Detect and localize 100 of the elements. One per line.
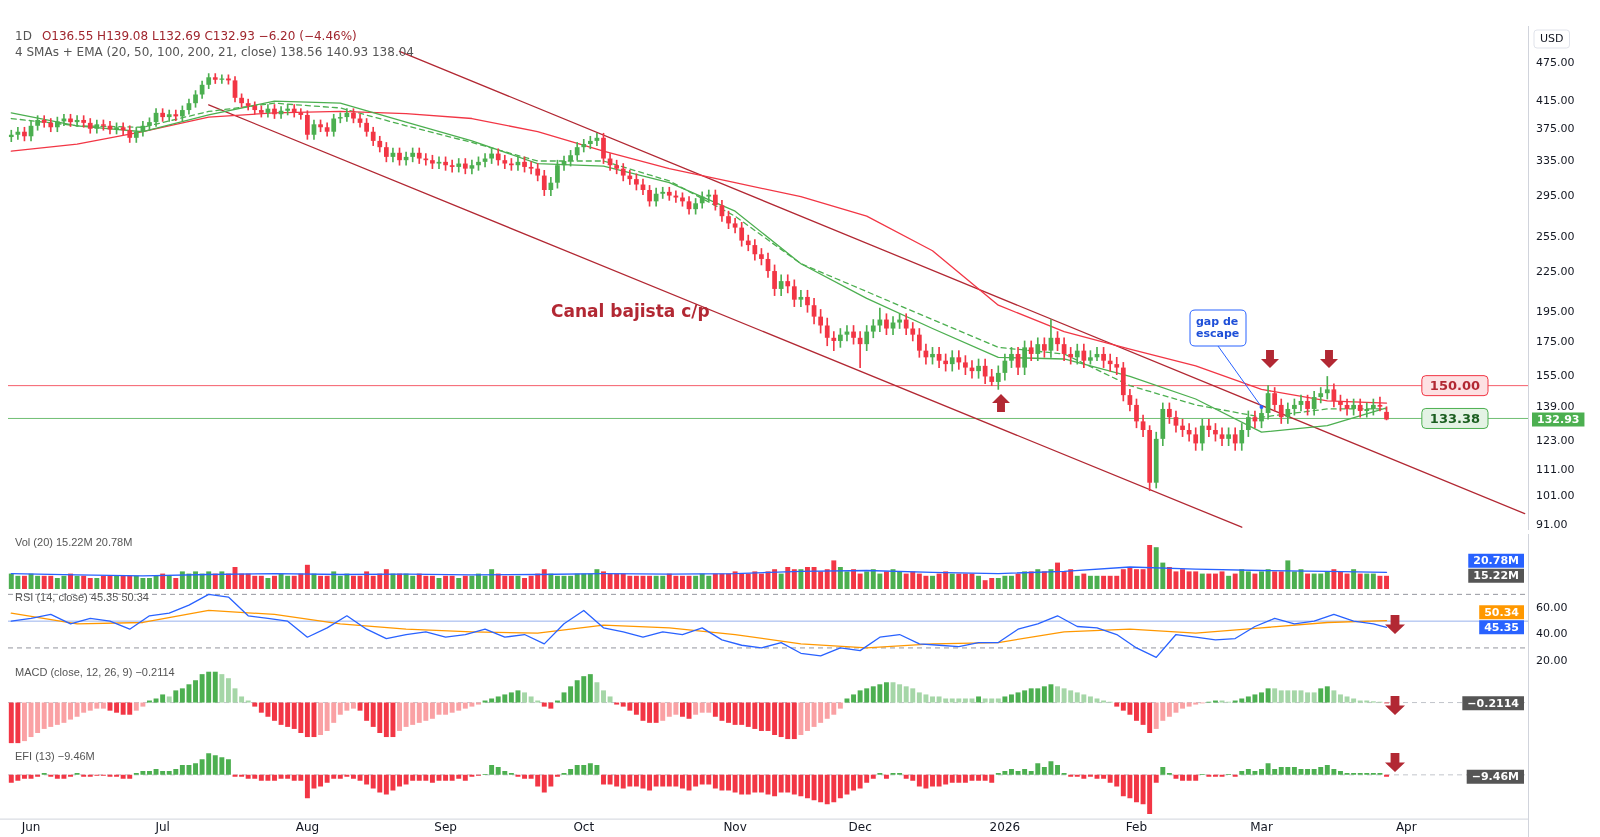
bar [930, 774, 935, 787]
bar [219, 674, 225, 703]
bar [791, 702, 797, 740]
bar [212, 573, 218, 589]
y-tick-label: 375.00 [1536, 122, 1575, 136]
bar [647, 702, 653, 723]
bar [245, 700, 251, 703]
bar [462, 575, 468, 589]
bar [883, 682, 889, 703]
bar [1265, 569, 1271, 589]
bar [686, 702, 692, 719]
bar [1226, 575, 1232, 589]
bar [147, 770, 152, 775]
bar [587, 674, 593, 703]
annotation: −0.2114 [1467, 696, 1520, 710]
bar [1384, 575, 1389, 589]
bar [1305, 768, 1311, 775]
bar [798, 569, 804, 589]
bar [883, 774, 889, 779]
bar [21, 702, 27, 742]
bar [318, 774, 324, 787]
y-tick-label: 155.00 [1536, 369, 1575, 383]
bar [193, 763, 198, 775]
chart-title: Vol (20) 15.22M 20.78M [15, 536, 133, 549]
bar [1291, 690, 1297, 703]
bar [995, 698, 1001, 703]
y-tick-label: 225.00 [1536, 265, 1575, 279]
bar [897, 571, 903, 589]
y-tick-label: 295.00 [1536, 189, 1575, 203]
bar [726, 774, 731, 791]
bar [1055, 686, 1060, 703]
bar [350, 774, 356, 779]
bar [851, 569, 857, 589]
y-tick-label: 111.00 [1536, 462, 1575, 476]
bar [851, 694, 857, 703]
bar [324, 575, 330, 589]
y-tick-label: 139.00 [1536, 399, 1575, 413]
bar [601, 690, 606, 703]
bar [601, 774, 606, 785]
ref-line-label: 150.00 [1429, 378, 1480, 394]
x-tick-label: Aug [295, 819, 320, 834]
bar [758, 573, 764, 589]
bar [805, 774, 810, 799]
bar [173, 578, 179, 589]
bar [272, 774, 277, 781]
bar [607, 696, 613, 703]
bar [726, 573, 731, 589]
y-tick-label: 60.00 [1536, 600, 1568, 614]
bar [837, 702, 843, 709]
bar [81, 575, 87, 589]
bar [304, 774, 310, 799]
bar [772, 774, 778, 797]
bar [541, 569, 547, 589]
bar [515, 575, 521, 589]
bar [522, 578, 527, 589]
bar [1180, 774, 1186, 781]
bar [805, 567, 810, 589]
bar [469, 575, 475, 589]
bar [1206, 573, 1212, 589]
bar [1134, 569, 1139, 589]
bar [166, 696, 172, 703]
bar [331, 571, 337, 589]
bar [153, 575, 159, 589]
bar [1101, 700, 1107, 703]
bar [147, 578, 152, 589]
annotation: Canal bajista c/p [551, 301, 710, 322]
bar [897, 684, 903, 703]
bar [522, 774, 527, 779]
bar [805, 702, 810, 731]
bar [1094, 698, 1100, 703]
bar [785, 567, 791, 589]
bar [74, 575, 80, 589]
bar [1180, 702, 1186, 709]
bar [1259, 571, 1264, 589]
bar [1074, 575, 1080, 589]
bar [1028, 571, 1034, 589]
y-tick-label: 175.00 [1536, 335, 1575, 349]
bar [1357, 573, 1363, 589]
bar [383, 569, 389, 589]
bar [258, 575, 264, 589]
chart-title: 1D [15, 29, 32, 44]
bar [350, 575, 356, 589]
bar [772, 569, 778, 589]
bar [1305, 692, 1311, 703]
bar [601, 571, 606, 589]
bar [686, 575, 692, 589]
bar [758, 774, 764, 793]
annotation: gap de escape [1196, 314, 1240, 340]
bar [554, 575, 560, 589]
bar [21, 774, 27, 779]
bar [851, 774, 857, 791]
bar [1324, 686, 1330, 703]
x-tick-label: Nov [723, 819, 747, 834]
bar [1239, 569, 1245, 589]
chart-subtitle: O136.55 H139.08 L132.69 C132.93 −6.20 (−4.46%) [41, 29, 357, 44]
bar [114, 702, 120, 713]
bar [1259, 768, 1264, 775]
y-tick-label: 20.00 [1536, 654, 1568, 668]
bar [1338, 571, 1343, 589]
bar [1245, 571, 1251, 589]
